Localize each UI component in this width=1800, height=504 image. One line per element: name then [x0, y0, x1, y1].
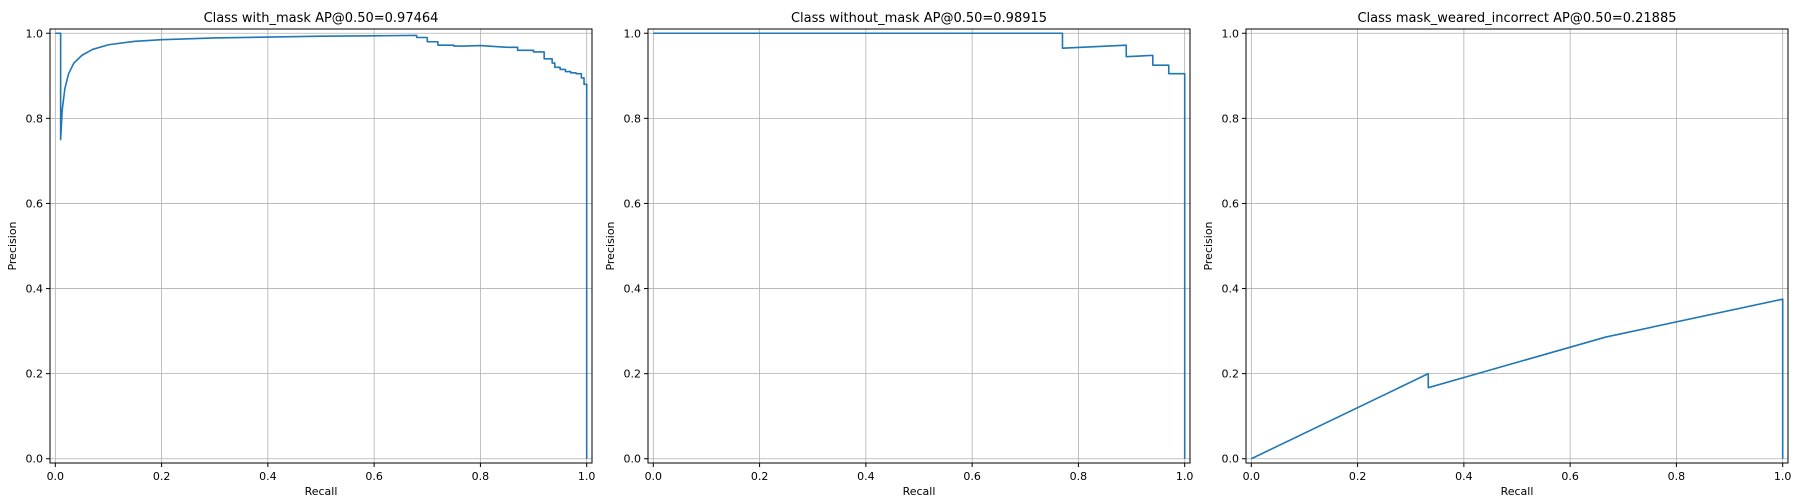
chart-panel-1: 0.0 0.2 0.4 0.6 0.8 1.0 0.0 0.2 0.4 0.6 0.8 1.0 Clas… — [6, 11, 595, 498]
y-tick-label: 0.4 — [26, 283, 44, 296]
y-axis-label: Precision — [1202, 221, 1215, 270]
y-tick-label: 0.6 — [624, 197, 642, 210]
y-tick-label: 0.8 — [1222, 112, 1240, 125]
y-tick-label: 0.8 — [624, 112, 642, 125]
x-tick-label: 0.2 — [751, 470, 769, 483]
chart-title: Class without_mask AP@0.50=0.98915 — [791, 11, 1047, 26]
y-tick-label: 0.4 — [1222, 283, 1240, 296]
y-axis-label: Precision — [604, 221, 617, 270]
chart-title: Class mask_weared_incorrect AP@0.50=0.21… — [1357, 11, 1676, 26]
y-tick-label: 0.8 — [26, 112, 44, 125]
x-tick-label: 0.4 — [857, 470, 875, 483]
y-tick-label: 0.2 — [624, 368, 642, 381]
x-axis-label: Recall — [305, 485, 338, 498]
x-tick-label: 0.2 — [1349, 470, 1367, 483]
chart-panel-3: 0.0 0.2 0.4 0.6 0.8 1.0 0.0 0.2 0.4 0.6 0.8 1.0 Clas… — [1202, 11, 1791, 498]
axes-frame — [49, 28, 593, 464]
x-axis-label: Recall — [1501, 485, 1534, 498]
x-tick-label: 0.2 — [153, 470, 171, 483]
y-tick-label: 0.2 — [1222, 368, 1240, 381]
x-axis-label: Recall — [903, 485, 936, 498]
y-tick-label: 1.0 — [624, 27, 642, 40]
y-tick-label: 0.6 — [1222, 197, 1240, 210]
chart-panel-2: 0.0 0.2 0.4 0.6 0.8 1.0 0.0 0.2 0.4 0.6 0.8 1.0 Clas… — [604, 11, 1193, 498]
y-axis-label: Precision — [6, 221, 19, 270]
x-tick-label: 1.0 — [578, 470, 596, 483]
x-tick-label: 0.8 — [1070, 470, 1088, 483]
y-tick-label: 0.2 — [26, 368, 44, 381]
y-tick-label: 0.0 — [26, 453, 44, 466]
pr-curve-line — [1250, 298, 1784, 460]
x-tick-label: 0.8 — [1668, 470, 1686, 483]
x-tick-label: 0.8 — [472, 470, 490, 483]
x-tick-label: 0.0 — [1243, 470, 1261, 483]
x-tick-label: 0.4 — [1455, 470, 1473, 483]
y-tick-label: 0.6 — [26, 197, 44, 210]
x-tick-label: 0.4 — [259, 470, 277, 483]
pr-curve-line — [55, 32, 588, 459]
x-tick-label: 0.6 — [963, 470, 981, 483]
x-tick-label: 0.6 — [1561, 470, 1579, 483]
y-tick-label: 0.4 — [624, 283, 642, 296]
y-tick-label: 0.0 — [624, 453, 642, 466]
chart-title: Class with_mask AP@0.50=0.97464 — [204, 11, 439, 26]
y-tick-label: 1.0 — [1222, 27, 1240, 40]
x-tick-label: 0.0 — [645, 470, 663, 483]
axes-frame — [1245, 28, 1789, 464]
x-tick-label: 1.0 — [1774, 470, 1792, 483]
y-tick-label: 1.0 — [26, 27, 44, 40]
x-tick-label: 0.0 — [47, 470, 65, 483]
pr-curve-line — [653, 32, 1186, 459]
x-tick-label: 0.6 — [365, 470, 383, 483]
y-tick-label: 0.0 — [1222, 453, 1240, 466]
axes-frame — [647, 28, 1191, 464]
x-tick-label: 1.0 — [1176, 470, 1194, 483]
